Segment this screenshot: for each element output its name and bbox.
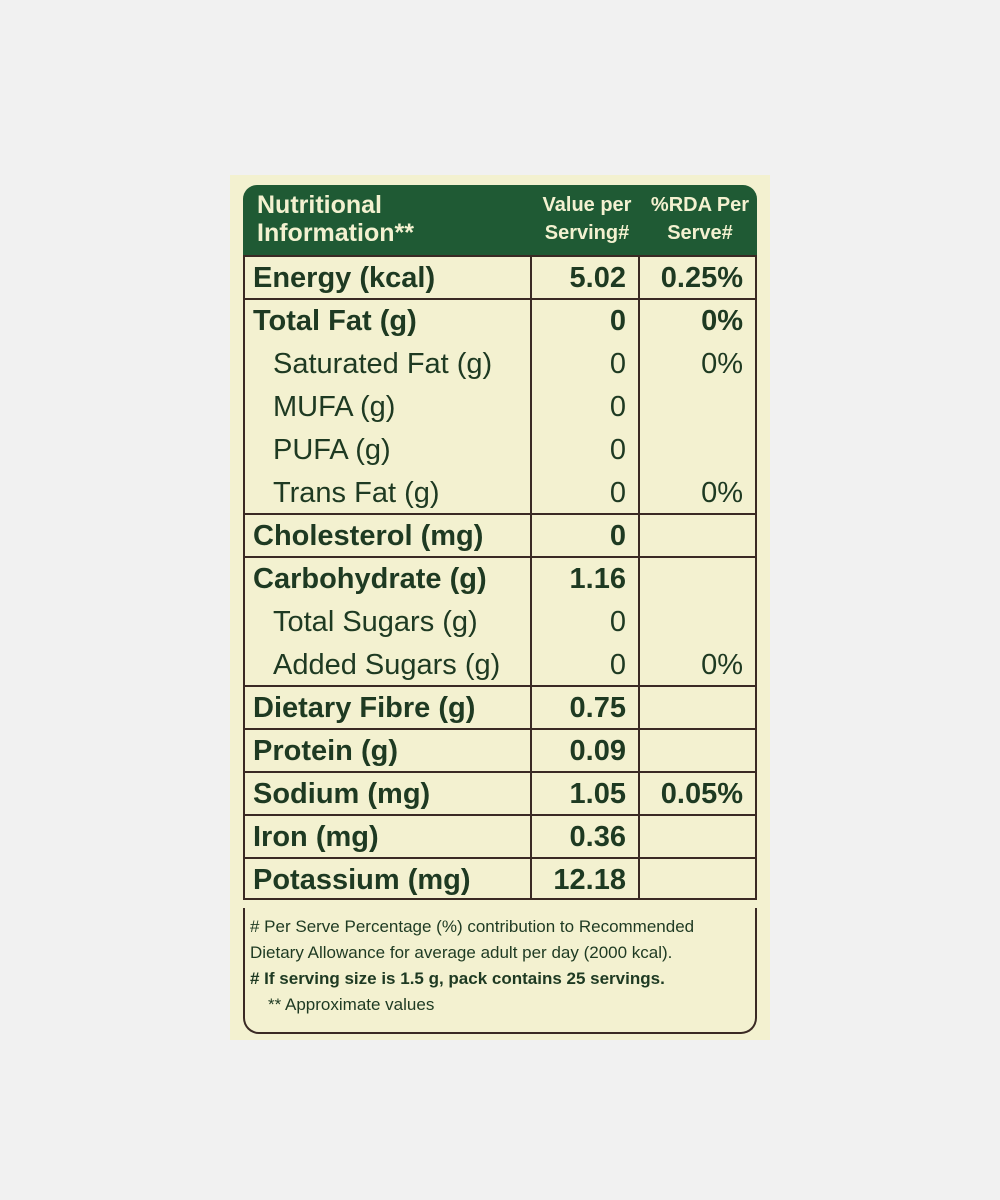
- nutrition-table: Energy (kcal) 5.02 0.25% Total Fat (g) 0 0% Sa…: [243, 255, 757, 900]
- rda-percent: 0%: [701, 348, 743, 380]
- nutrient-name: Total Fat (g): [253, 305, 417, 337]
- rda-percent: 0%: [701, 305, 743, 337]
- nutrient-value: 0: [609, 520, 626, 552]
- nutrient-value: 5.02: [569, 262, 626, 294]
- table-row: PUFA (g) 0: [245, 429, 755, 472]
- footnote: ** Approximate values: [268, 995, 435, 1014]
- nutrient-name: Saturated Fat (g): [273, 348, 493, 380]
- table-row: Trans Fat (g) 0 0%: [245, 472, 755, 515]
- nutrient-value: 0: [609, 477, 626, 509]
- footnote: # Per Serve Percentage (%) contribution …: [250, 917, 695, 962]
- table-row: Iron (mg) 0.36: [245, 816, 755, 859]
- nutrient-name: Carbohydrate (g): [253, 563, 487, 595]
- nutrient-value: 1.16: [569, 563, 626, 595]
- row-group: Carbohydrate (g) 1.16 Total Sugars (g) 0 Add…: [245, 556, 755, 687]
- row-group: Total Fat (g) 0 0% Saturated Fat (g) 0 0% MUFA…: [245, 298, 755, 515]
- nutrient-value: 0: [609, 606, 626, 638]
- nutrient-value: 0: [609, 434, 626, 466]
- table-header: Nutritional Information** Value per Serv…: [243, 185, 757, 255]
- rda-percent: 0%: [701, 477, 743, 509]
- nutrient-name: Added Sugars (g): [273, 649, 501, 681]
- table-row: Protein (g) 0.09: [245, 730, 755, 773]
- nutrient-value: 0.75: [569, 692, 626, 724]
- table-row: Total Fat (g) 0 0%: [245, 300, 755, 343]
- header-rda: %RDA Per Serve#: [650, 194, 750, 244]
- row-group: Protein (g) 0.09: [245, 728, 755, 773]
- nutrient-name: Cholesterol (mg): [253, 520, 484, 552]
- row-group: Potassium (mg) 12.18: [245, 857, 755, 902]
- nutrient-value: 0: [609, 305, 626, 337]
- table-row: MUFA (g) 0: [245, 386, 755, 429]
- nutrient-name: Potassium (mg): [253, 864, 471, 896]
- nutrient-name: Total Sugars (g): [273, 606, 478, 638]
- nutrient-value: 0.09: [569, 735, 626, 767]
- row-group: Dietary Fibre (g) 0.75: [245, 685, 755, 730]
- nutrient-value: 12.18: [553, 864, 626, 896]
- nutrient-name: PUFA (g): [273, 434, 391, 466]
- row-group: Sodium (mg) 1.05 0.05%: [245, 771, 755, 816]
- table-row: Added Sugars (g) 0 0%: [245, 644, 755, 687]
- row-group: Energy (kcal) 5.02 0.25%: [245, 255, 755, 300]
- table-row: Potassium (mg) 12.18: [245, 859, 755, 902]
- footnote: # If serving size is 1.5 g, pack contain…: [250, 969, 665, 988]
- nutrient-name: Sodium (mg): [253, 778, 431, 810]
- nutrient-value: 0: [609, 649, 626, 681]
- table-row: Energy (kcal) 5.02 0.25%: [245, 257, 755, 300]
- table-row: Saturated Fat (g) 0 0%: [245, 343, 755, 386]
- nutrient-name: Protein (g): [253, 735, 398, 767]
- nutrient-name: MUFA (g): [273, 391, 396, 423]
- table-row: Sodium (mg) 1.05 0.05%: [245, 773, 755, 816]
- table-row: Carbohydrate (g) 1.16: [245, 558, 755, 601]
- nutrient-name: Dietary Fibre (g): [253, 692, 476, 724]
- table-row: Dietary Fibre (g) 0.75: [245, 687, 755, 730]
- nutrient-value: 0: [609, 348, 626, 380]
- nutrient-value: 0.36: [569, 821, 626, 853]
- column-line: [638, 255, 640, 898]
- rda-percent: 0.05%: [660, 778, 743, 810]
- header-value: Value per Serving#: [542, 194, 632, 244]
- footnotes: # Per Serve Percentage (%) contribution …: [243, 908, 757, 1034]
- header-nutrient: Nutritional Information**: [257, 191, 414, 247]
- row-group: Iron (mg) 0.36: [245, 814, 755, 859]
- row-group: Cholesterol (mg) 0: [245, 513, 755, 558]
- nutrition-label: Nutritional Information** Value per Serv…: [230, 175, 770, 1040]
- nutrient-name: Energy (kcal): [253, 262, 436, 294]
- column-line: [530, 255, 532, 898]
- nutrient-name: Iron (mg): [253, 821, 379, 853]
- nutrient-value: 0: [609, 391, 626, 423]
- nutrient-name: Trans Fat (g): [273, 477, 440, 509]
- table-row: Cholesterol (mg) 0: [245, 515, 755, 558]
- nutrient-value: 1.05: [569, 778, 626, 810]
- table-row: Total Sugars (g) 0: [245, 601, 755, 644]
- rda-percent: 0%: [701, 649, 743, 681]
- rda-percent: 0.25%: [660, 262, 743, 294]
